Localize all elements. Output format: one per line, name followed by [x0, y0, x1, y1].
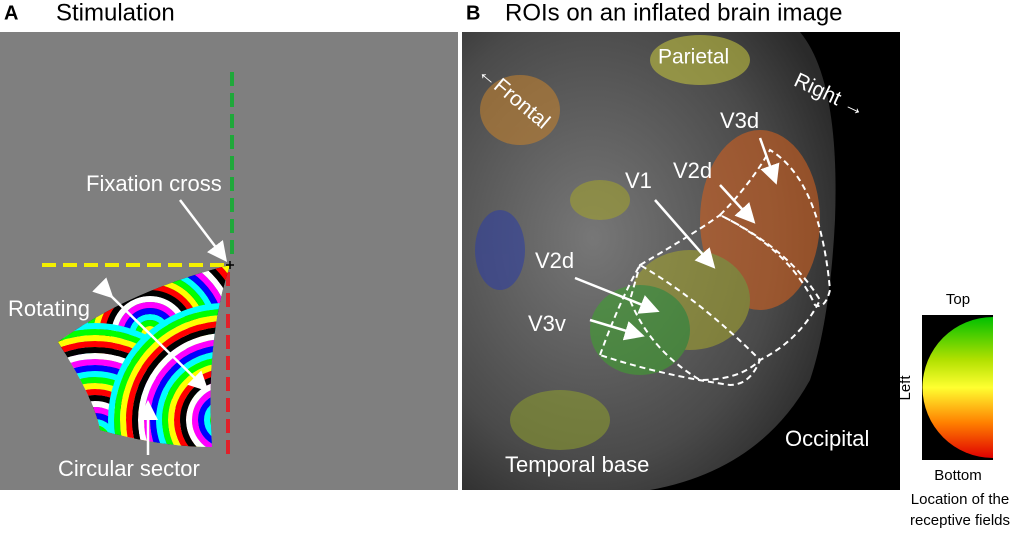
legend-caption: Location of the [911, 491, 1009, 508]
stimulus-background [0, 32, 458, 490]
legend-left: Left [897, 375, 914, 401]
label: V2d [673, 158, 712, 183]
arrow [589, 318, 645, 341]
legend-halfdisc [922, 317, 993, 458]
label: Parietal [658, 46, 729, 69]
legend-top: Top [946, 291, 970, 308]
legend-bottom: Bottom [934, 467, 982, 484]
roi-outlines [598, 148, 832, 387]
panel-title: ROIs on an inflated brain image [505, 0, 843, 26]
label: V3d [720, 108, 759, 133]
panel-title: Stimulation [56, 0, 175, 26]
arrow [179, 199, 228, 262]
arrow [574, 276, 660, 314]
label: V2d [535, 248, 574, 273]
label: Rotating [8, 296, 90, 321]
arrow [758, 137, 780, 185]
label: Fixation cross [86, 171, 222, 196]
fixation-cross [226, 261, 234, 269]
label: Circular sector [58, 456, 200, 481]
arrow [92, 277, 209, 392]
arrow [654, 199, 716, 269]
label: V3v [528, 311, 566, 336]
arrow [719, 184, 756, 224]
label: Temporal base [505, 452, 649, 477]
activation-patches [475, 35, 820, 450]
label: Occipital [785, 426, 869, 451]
label: V1 [625, 168, 652, 193]
panel-letter: B [466, 2, 480, 24]
legend-caption: receptive fields [910, 512, 1010, 529]
panel-letter: A [4, 2, 18, 24]
